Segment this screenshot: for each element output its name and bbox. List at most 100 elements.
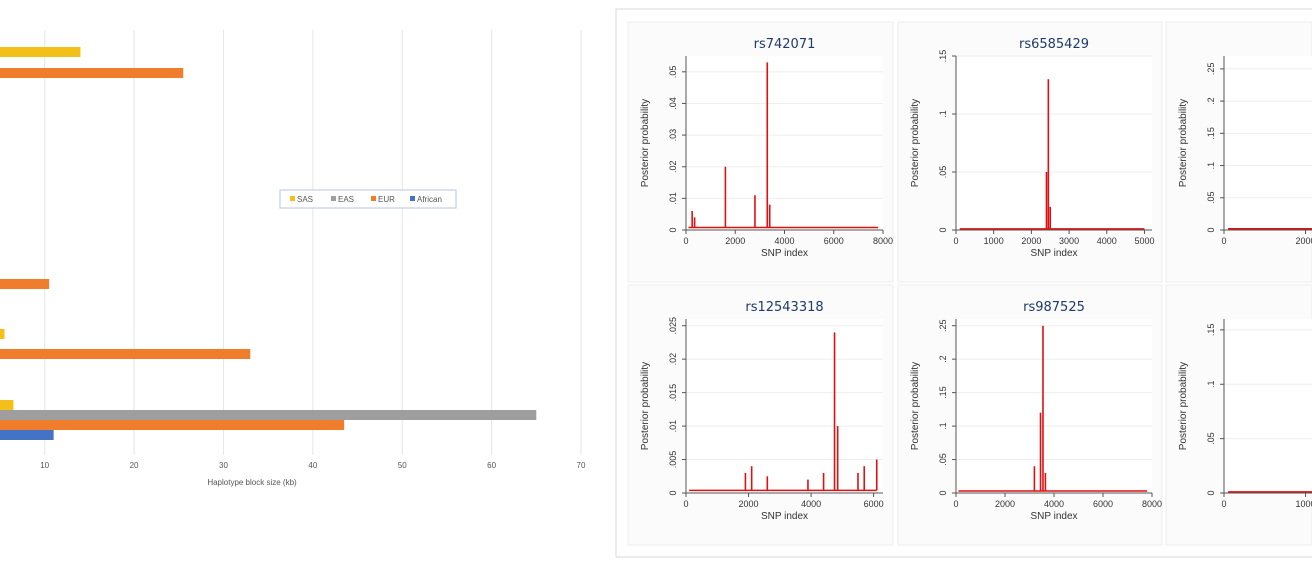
y-tick-label: .03 xyxy=(668,129,678,142)
bar-eur xyxy=(0,68,184,78)
x-tick-label: 6000 xyxy=(1093,499,1113,509)
y-tick-label: 0 xyxy=(1206,227,1216,232)
panel: rs700.05.1.1501000SNFPosterior probabili… xyxy=(1165,284,1312,546)
y-tick-label: 0 xyxy=(938,227,948,232)
x-tick-label: 6000 xyxy=(824,236,844,246)
y-tick-label: .15 xyxy=(1206,127,1216,140)
x-tick-label: 60 xyxy=(487,461,496,470)
panel: rs700.05.1.15.2.2502000SNFPosterior prob… xyxy=(1165,21,1312,283)
x-tick-label: 3000 xyxy=(1059,236,1079,246)
panel: rs742071 0 .01 .02 .03 .04 .05 0 2000 4000 6000 800… xyxy=(627,21,894,283)
y-tick-label: .15 xyxy=(938,386,948,399)
x-tick-label: 4000 xyxy=(801,499,821,509)
x-tick-label: 8000 xyxy=(1142,499,1162,509)
x-tick-label: 10 xyxy=(40,461,49,470)
bar-sas xyxy=(0,400,14,410)
bar-eur xyxy=(0,349,251,359)
panel-title: rs12543318 xyxy=(745,300,823,315)
y-tick-label: .01 xyxy=(668,192,678,205)
y-tick-label: .05 xyxy=(668,66,678,79)
x-tick-label: 0 xyxy=(1221,499,1226,509)
bar-sas xyxy=(0,329,5,339)
bar-african xyxy=(0,430,54,440)
panel: rs987525 0 .05 .1 .15 .2 .25 0 2000 4000 6000 8000 S… xyxy=(897,284,1163,546)
x-axis-label: SNP index xyxy=(1030,511,1077,522)
y-tick-label: .1 xyxy=(938,422,948,430)
y-tick-label: .15 xyxy=(1206,324,1216,337)
y-tick-label: .025 xyxy=(668,317,678,335)
x-tick-label: 2000 xyxy=(725,236,745,246)
x-tick-label: 6000 xyxy=(864,499,884,509)
bar-eas xyxy=(0,410,537,420)
panel-title: rs6585429 xyxy=(1019,37,1089,52)
x-axis-label: Haplotype block size (kb) xyxy=(207,478,297,487)
legend: SAS EAS EUR African xyxy=(279,189,457,209)
legend-swatch xyxy=(410,196,415,201)
plot-area xyxy=(686,319,883,493)
legend-box xyxy=(279,189,457,209)
y-tick-label: 0 xyxy=(668,227,678,232)
y-tick-label: 0 xyxy=(938,490,948,495)
legend-swatch xyxy=(290,196,295,201)
x-axis-label: SNP index xyxy=(761,511,808,522)
panel: rs12543318 0 .005 .01 .015 .02 .025 0 2000 4000 60… xyxy=(627,284,894,546)
y-tick-label: .2 xyxy=(938,355,948,363)
y-tick-label: .05 xyxy=(1206,432,1216,445)
y-tick-label: .02 xyxy=(668,160,678,173)
x-tick-label: 1000 xyxy=(1296,499,1312,509)
y-axis-label: Posterior probability xyxy=(1178,362,1189,450)
x-tick-label: 30 xyxy=(219,461,228,470)
x-tick-label: 70 xyxy=(577,461,586,470)
y-tick-label: .015 xyxy=(668,384,678,402)
legend-label: African xyxy=(417,195,442,204)
y-axis-label: Posterior probability xyxy=(640,362,651,450)
x-tick-label: 0 xyxy=(953,236,958,246)
bar-sas xyxy=(0,47,81,57)
x-tick-label: 4000 xyxy=(774,236,794,246)
x-tick-label: 5000 xyxy=(1134,236,1154,246)
y-tick-label: 0 xyxy=(1206,490,1216,495)
y-tick-label: .05 xyxy=(938,166,948,179)
y-axis-label: Posterior probability xyxy=(910,99,921,187)
bar-eur xyxy=(0,279,50,289)
legend-label: EUR xyxy=(378,195,395,204)
y-tick-label: .05 xyxy=(1206,192,1216,205)
x-tick-label: 4000 xyxy=(1097,236,1117,246)
plot-area xyxy=(956,56,1152,230)
x-tick-label: 0 xyxy=(953,499,958,509)
x-axis-label: SNP index xyxy=(761,248,808,259)
y-tick-label: .2 xyxy=(1206,97,1216,105)
y-tick-label: 0 xyxy=(668,490,678,495)
y-axis-label: Posterior probability xyxy=(640,99,651,187)
y-tick-label: .15 xyxy=(938,50,948,63)
x-axis-label: SNP index xyxy=(1030,248,1077,259)
y-tick-label: .25 xyxy=(938,319,948,332)
x-tick-label: 8000 xyxy=(873,236,893,246)
panel-title: rs742071 xyxy=(754,37,816,52)
x-tick-label: 0 xyxy=(1221,236,1226,246)
y-axis-label: Posterior probability xyxy=(910,362,921,450)
plot-area xyxy=(1224,319,1312,493)
legend-label: EAS xyxy=(338,195,354,204)
y-tick-label: .01 xyxy=(668,420,678,433)
plot-area xyxy=(1224,56,1312,230)
y-tick-label: .25 xyxy=(1206,63,1216,76)
bar-eur xyxy=(0,420,345,430)
y-tick-label: .1 xyxy=(1206,162,1216,170)
x-tick-label: 4000 xyxy=(1044,499,1064,509)
x-tick-label: 20 xyxy=(130,461,139,470)
legend-label: SAS xyxy=(297,195,313,204)
x-tick-label: 2000 xyxy=(995,499,1015,509)
x-tick-label: 2000 xyxy=(739,499,759,509)
x-tick-label: 0 xyxy=(683,236,688,246)
panel: rs6585429 0 .05 .1 .15 0 1000 2000 3000 4000 5000 S… xyxy=(897,21,1163,283)
plot-area xyxy=(956,319,1152,493)
x-tick-label: 2000 xyxy=(1296,236,1312,246)
y-tick-label: .1 xyxy=(938,110,948,118)
y-tick-label: .05 xyxy=(938,453,948,466)
x-tick-label: 1000 xyxy=(984,236,1004,246)
y-tick-label: .1 xyxy=(1206,380,1216,388)
y-tick-label: .02 xyxy=(668,353,678,366)
y-tick-label: .005 xyxy=(668,451,678,469)
